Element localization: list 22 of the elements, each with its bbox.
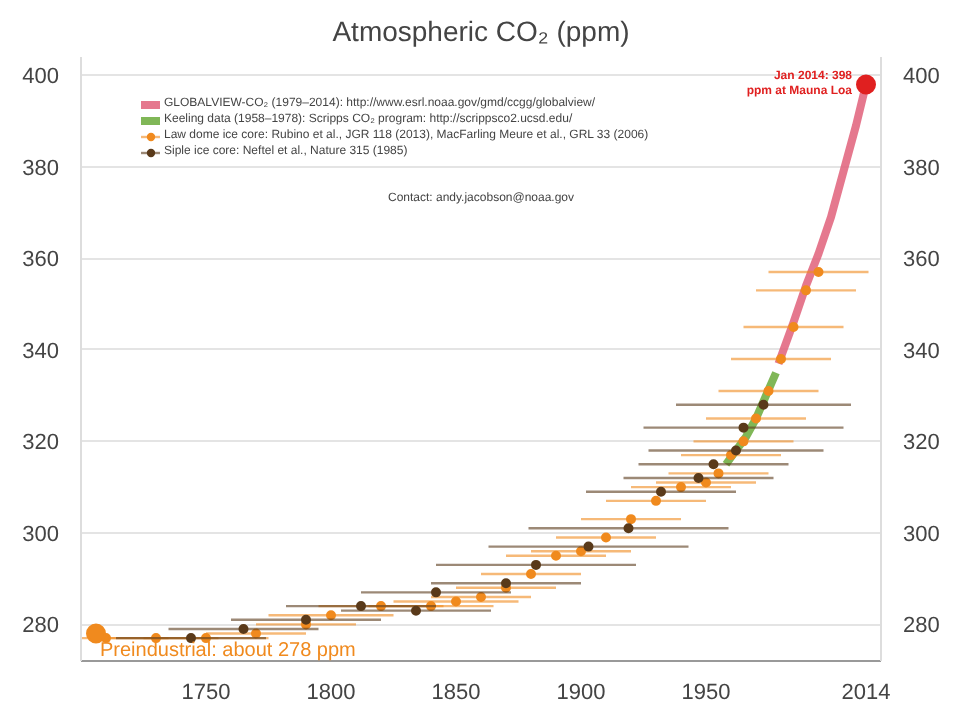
chart-title: Atmospheric CO₂ (ppm) bbox=[332, 15, 630, 47]
y2-tick-label: 360 bbox=[903, 248, 940, 273]
x-tick-label: 1850 bbox=[431, 681, 481, 705]
y2-tick-label: 300 bbox=[903, 522, 940, 547]
y-tick-label: 340 bbox=[22, 339, 60, 364]
y-tick-label: 380 bbox=[22, 156, 60, 181]
y-tick-label: 280 bbox=[22, 614, 60, 639]
y-tick-label: 400 bbox=[22, 65, 60, 90]
x-tick-label: 1750 bbox=[181, 681, 231, 705]
annotation: Preindustrial: about 278 ppm bbox=[100, 639, 356, 662]
y2-tick-label: 280 bbox=[903, 614, 940, 639]
y2-tick-label: 320 bbox=[903, 431, 940, 456]
y-tick-label: 320 bbox=[22, 431, 60, 456]
x-tick-label: 1900 bbox=[556, 681, 606, 705]
y2-tick-label: 380 bbox=[903, 156, 940, 181]
x-tick-label: 2014 bbox=[841, 681, 891, 705]
x-tick-label: 1800 bbox=[306, 681, 356, 705]
x-tick-label: 1950 bbox=[681, 681, 731, 705]
y2-tick-label: 340 bbox=[903, 339, 940, 364]
y-tick-label: 300 bbox=[22, 522, 60, 547]
y-tick-label: 360 bbox=[22, 248, 60, 273]
y2-tick-label: 400 bbox=[903, 65, 940, 90]
